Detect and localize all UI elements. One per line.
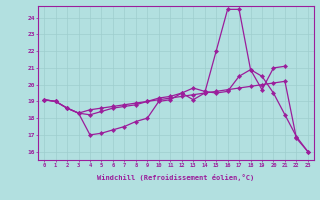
X-axis label: Windchill (Refroidissement éolien,°C): Windchill (Refroidissement éolien,°C) bbox=[97, 174, 255, 181]
